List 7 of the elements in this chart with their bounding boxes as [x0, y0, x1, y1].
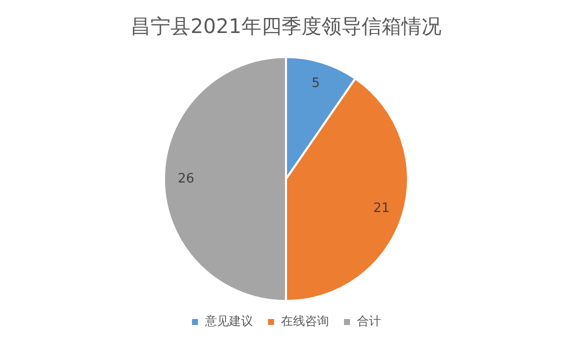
data-label: 5 — [312, 76, 320, 91]
legend-label: 合计 — [357, 314, 381, 328]
chart-title: 昌宁县2021年四季度领导信箱情况 — [130, 14, 442, 38]
legend-label: 意见建议 — [204, 314, 253, 328]
data-label: 21 — [373, 201, 390, 216]
data-label: 26 — [178, 171, 194, 186]
legend-label: 在线咨询 — [281, 314, 329, 328]
